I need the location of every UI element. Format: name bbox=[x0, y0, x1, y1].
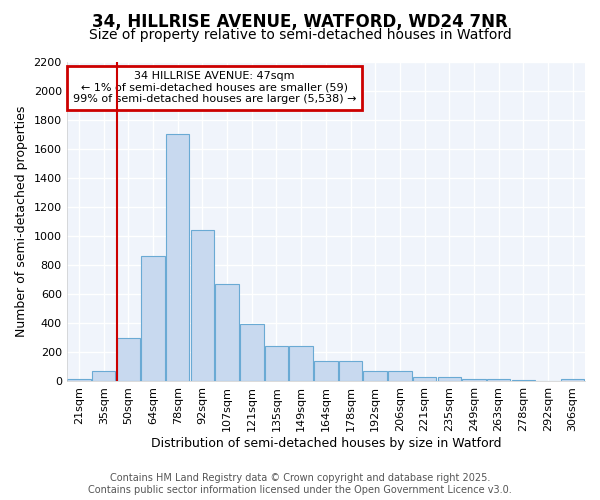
Bar bbox=[388, 370, 412, 382]
Bar bbox=[364, 370, 387, 382]
Y-axis label: Number of semi-detached properties: Number of semi-detached properties bbox=[15, 106, 28, 337]
Text: 34 HILLRISE AVENUE: 47sqm
← 1% of semi-detached houses are smaller (59)
99% of s: 34 HILLRISE AVENUE: 47sqm ← 1% of semi-d… bbox=[73, 71, 356, 104]
Bar bbox=[561, 380, 584, 382]
Text: 34, HILLRISE AVENUE, WATFORD, WD24 7NR: 34, HILLRISE AVENUE, WATFORD, WD24 7NR bbox=[92, 12, 508, 30]
Bar bbox=[413, 377, 436, 382]
Bar bbox=[116, 338, 140, 382]
Bar bbox=[166, 134, 190, 382]
Bar bbox=[314, 361, 338, 382]
Bar bbox=[265, 346, 288, 382]
Bar bbox=[487, 380, 511, 382]
Text: Size of property relative to semi-detached houses in Watford: Size of property relative to semi-detach… bbox=[89, 28, 511, 42]
Bar bbox=[215, 284, 239, 382]
Bar bbox=[92, 372, 115, 382]
Bar bbox=[289, 346, 313, 382]
Text: Contains HM Land Registry data © Crown copyright and database right 2025.
Contai: Contains HM Land Registry data © Crown c… bbox=[88, 474, 512, 495]
Bar bbox=[142, 256, 165, 382]
Bar bbox=[437, 377, 461, 382]
Bar bbox=[512, 380, 535, 382]
Bar bbox=[339, 361, 362, 382]
Bar bbox=[67, 380, 91, 382]
Bar bbox=[536, 381, 560, 382]
Bar bbox=[462, 379, 485, 382]
Bar bbox=[191, 230, 214, 382]
Bar bbox=[240, 324, 263, 382]
X-axis label: Distribution of semi-detached houses by size in Watford: Distribution of semi-detached houses by … bbox=[151, 437, 501, 450]
